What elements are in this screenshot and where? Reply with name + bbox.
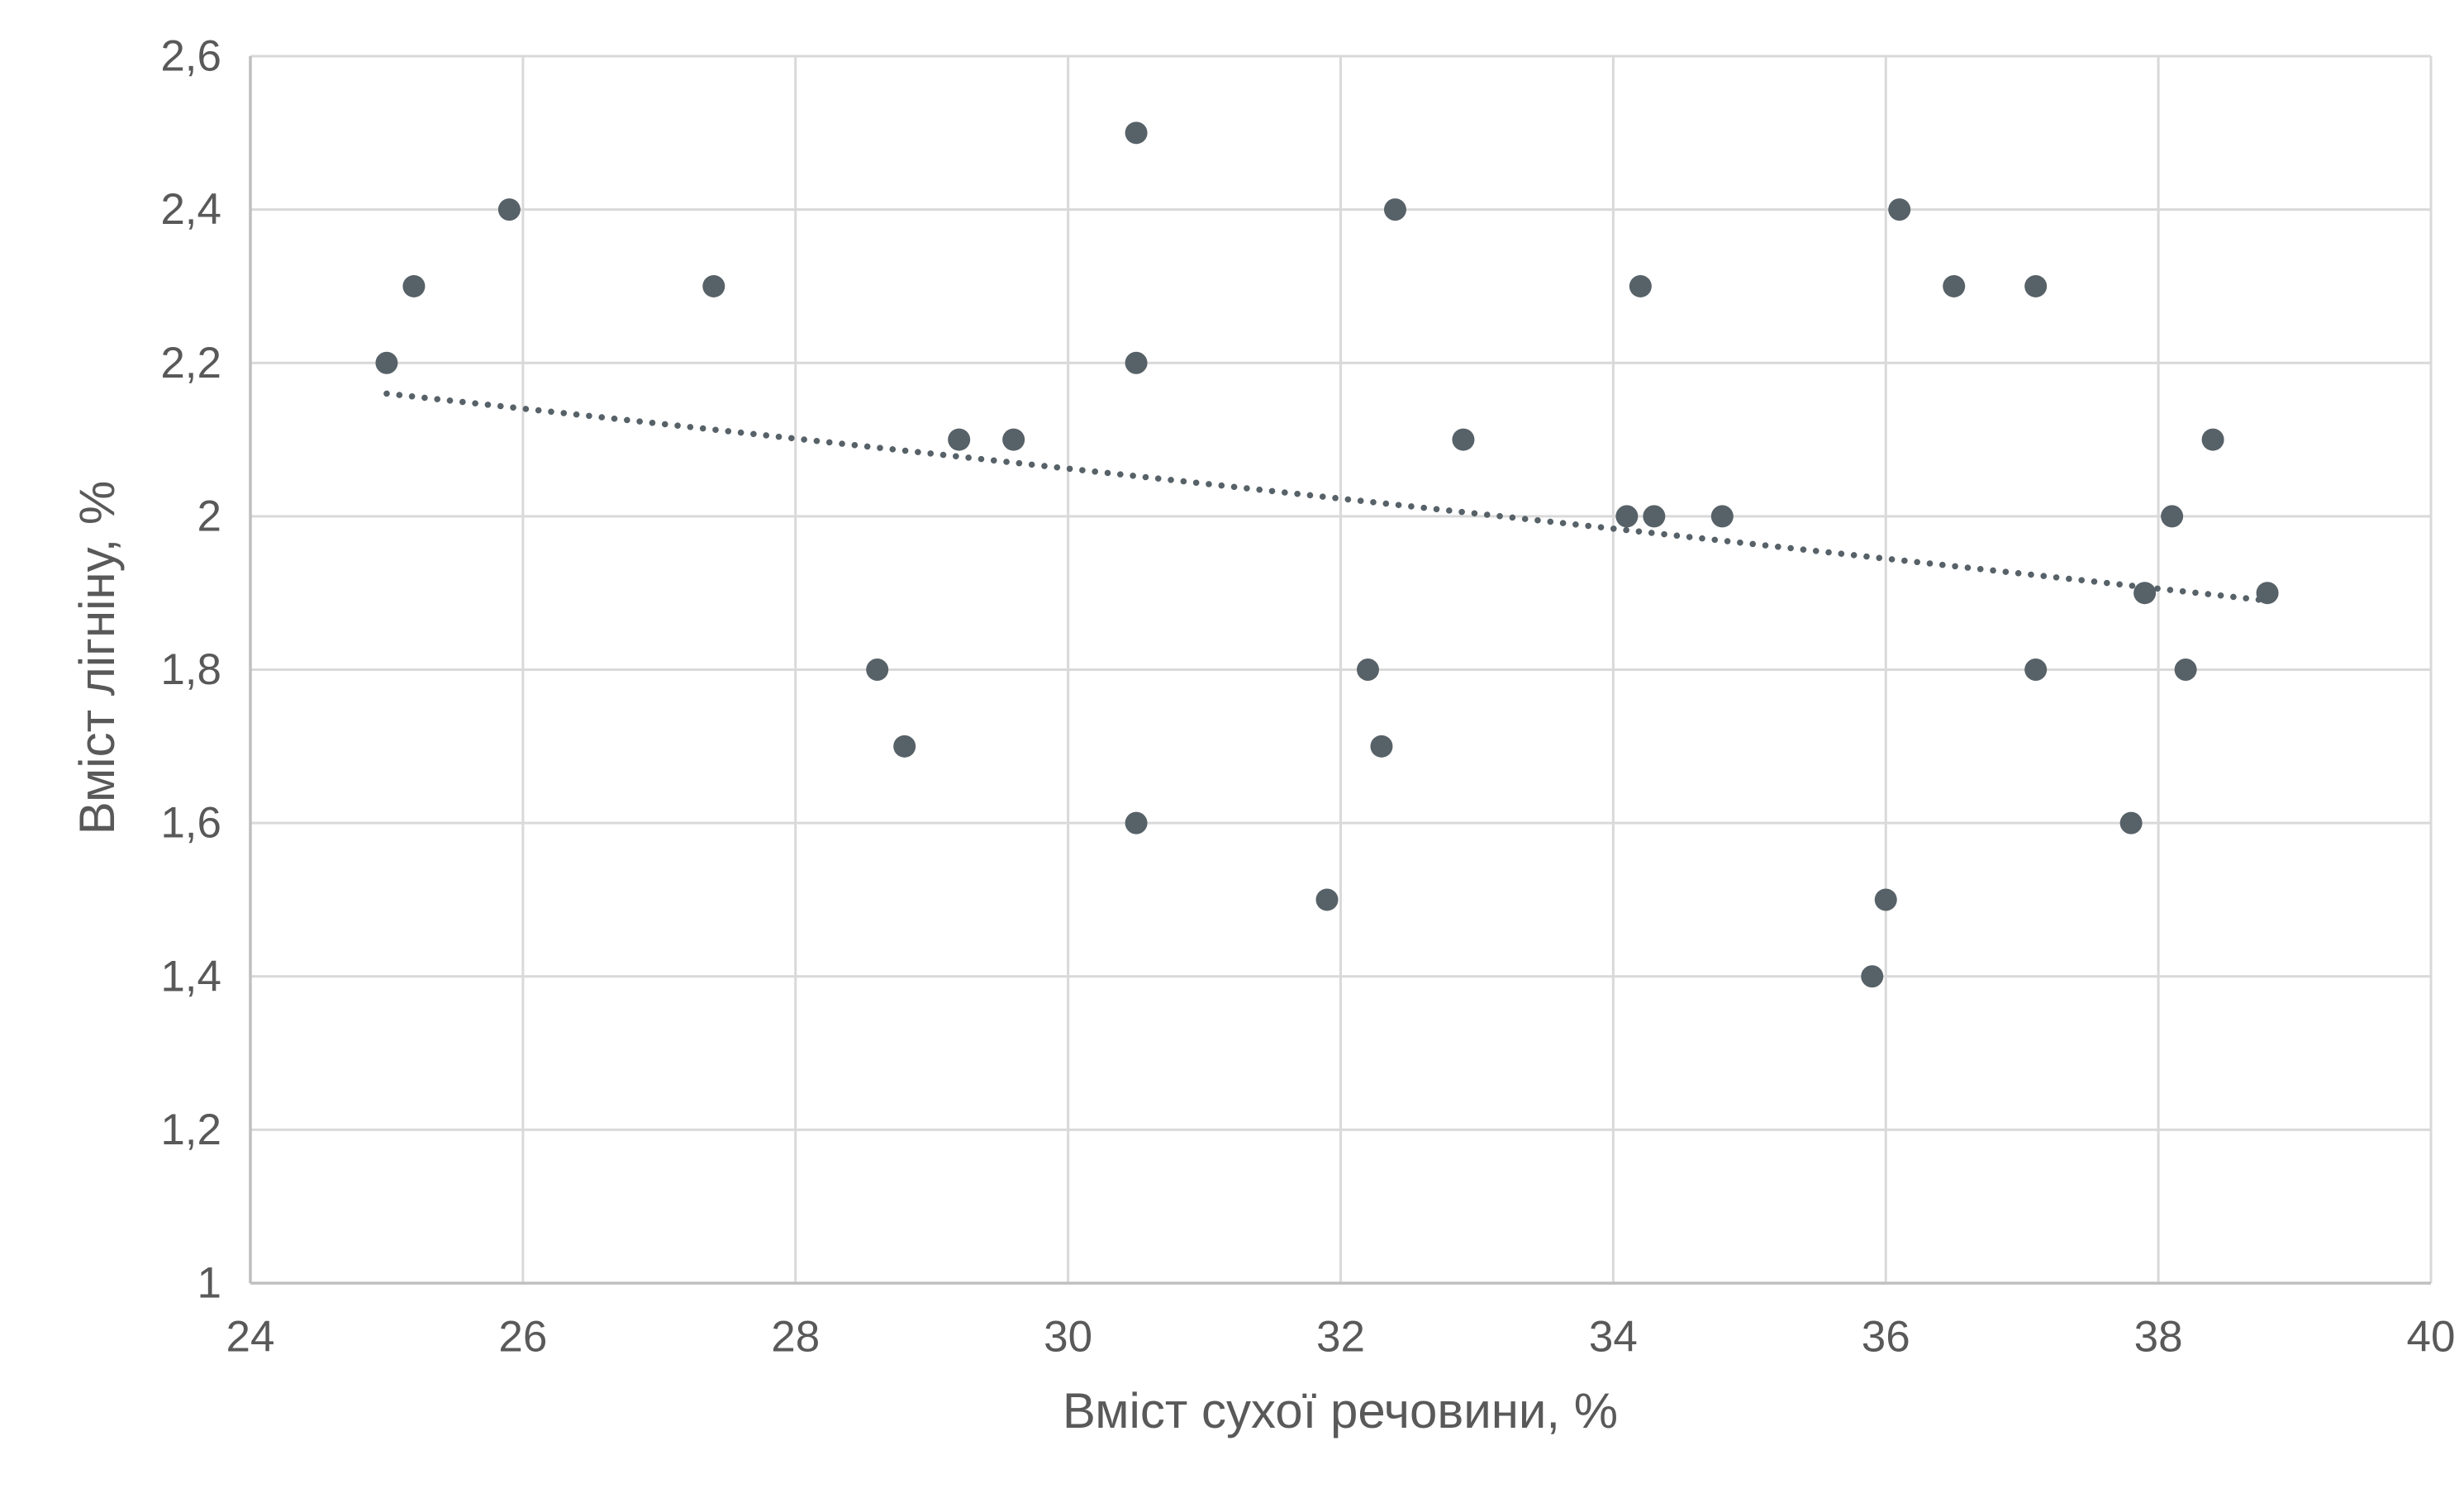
x-tick-label: 34: [1589, 1313, 1638, 1362]
x-tick-label: 32: [1316, 1313, 1365, 1362]
chart-canvas: 24 26 28 30 32 34 36 38 40 1 1,2 1,4 1,6 1,8 2 2,2 2,4 2,…: [160, 32, 2456, 1362]
data-point: [1125, 351, 1148, 374]
y-axis-title: Вміст лігніну, %: [69, 480, 125, 835]
scatter-chart: 24 26 28 30 32 34 36 38 40 1 1,2 1,4 1,6 1,8 2 2,2 2,4 2,…: [33, 13, 2464, 1480]
data-point: [2024, 659, 2048, 681]
data-point: [1888, 198, 1911, 221]
data-point: [1125, 811, 1148, 834]
x-tick-label: 28: [771, 1313, 820, 1362]
data-point: [1874, 888, 1897, 911]
data-point: [1315, 888, 1339, 911]
data-point: [1370, 735, 1393, 758]
y-tick-label: 2,4: [160, 185, 221, 234]
data-point: [893, 735, 916, 758]
data-point: [866, 659, 889, 681]
data-point: [948, 428, 971, 451]
x-tick-label: 30: [1044, 1313, 1092, 1362]
x-tick-label: 40: [2407, 1313, 2456, 1362]
x-tick-label: 36: [1862, 1313, 1910, 1362]
x-axis-title: Вміст сухої речовини, %: [1062, 1383, 1619, 1438]
y-tick-label: 1,6: [160, 799, 221, 848]
y-tick-label: 2: [197, 492, 221, 540]
data-point: [1943, 274, 1966, 297]
y-tick-label: 1: [197, 1259, 221, 1308]
data-point: [1615, 505, 1639, 528]
data-point: [1002, 428, 1025, 451]
data-point: [2024, 274, 2048, 297]
data-point: [1643, 505, 1666, 528]
data-point: [2133, 582, 2157, 605]
trendline: [383, 390, 2271, 604]
data-point: [2119, 811, 2143, 834]
data-point: [2174, 659, 2197, 681]
data-point: [1356, 659, 1379, 681]
data-point: [375, 351, 398, 374]
data-point: [1710, 505, 1734, 528]
y-tick-label: 2,2: [160, 339, 221, 388]
data-point: [1629, 274, 1652, 297]
y-tick-label: 1,8: [160, 645, 221, 694]
x-tick-label: 26: [498, 1313, 547, 1362]
data-point: [402, 274, 426, 297]
data-point: [1383, 198, 1406, 221]
data-point: [1125, 121, 1148, 145]
data-point: [2256, 582, 2279, 605]
data-point: [1452, 428, 1475, 451]
data-point: [702, 274, 725, 297]
y-tick-label: 1,2: [160, 1105, 221, 1154]
y-tick-label: 2,6: [160, 32, 221, 81]
data-point: [2161, 505, 2184, 528]
data-point: [497, 198, 521, 221]
x-tick-label: 38: [2134, 1313, 2183, 1362]
data-point: [1861, 965, 1884, 988]
x-tick-label: 24: [226, 1313, 275, 1362]
y-tick-label: 1,4: [160, 952, 221, 1001]
data-point: [2201, 428, 2224, 451]
